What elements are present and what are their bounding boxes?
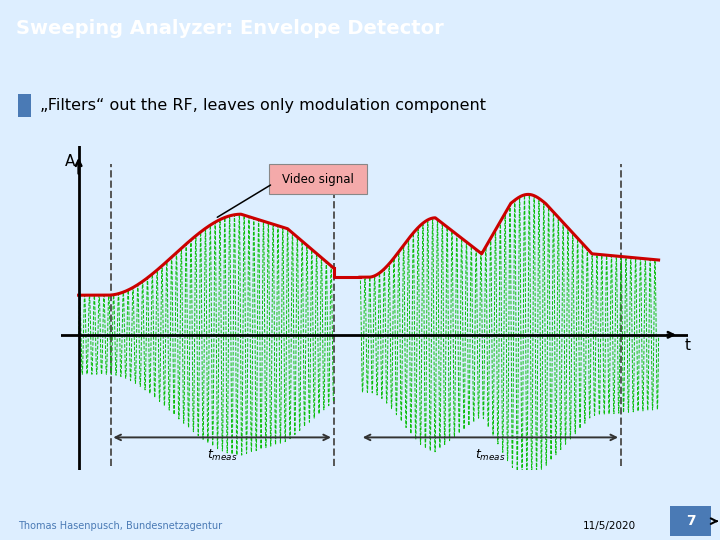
Text: Thomas Hasenpusch, Bundesnetzagentur: Thomas Hasenpusch, Bundesnetzagentur	[18, 521, 222, 531]
Text: t: t	[685, 339, 690, 353]
Bar	[670, 506, 711, 536]
Bar	[18, 94, 31, 117]
Text: 7: 7	[685, 514, 696, 528]
FancyBboxPatch shape	[269, 164, 367, 194]
Text: $t_{meas}$: $t_{meas}$	[207, 448, 238, 463]
Text: A: A	[65, 154, 75, 170]
Text: $t_{meas}$: $t_{meas}$	[475, 448, 505, 463]
Text: 11/5/2020: 11/5/2020	[583, 521, 636, 531]
Text: Video signal: Video signal	[282, 173, 354, 186]
Text: „Filters“ out the RF, leaves only modulation component: „Filters“ out the RF, leaves only modula…	[40, 98, 485, 113]
Text: Sweeping Analyzer: Envelope Detector: Sweeping Analyzer: Envelope Detector	[16, 19, 444, 38]
